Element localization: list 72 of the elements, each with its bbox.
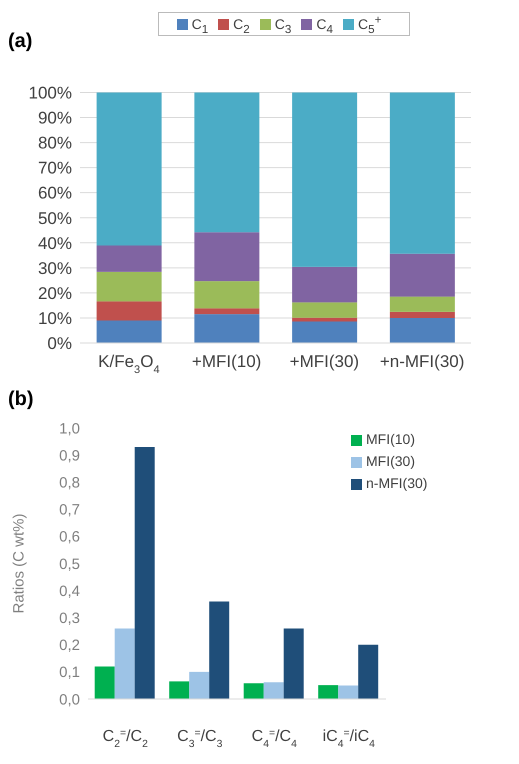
y-tick-label: 30% xyxy=(38,258,72,278)
x-tick-label: +MFI(10) xyxy=(192,352,262,371)
bar xyxy=(96,92,162,246)
y-tick-label: 0% xyxy=(47,334,72,354)
y-tick-label: 0,4 xyxy=(59,582,80,600)
legend-label: n-MFI(30) xyxy=(366,475,428,491)
bar xyxy=(292,266,358,302)
bar xyxy=(96,301,162,320)
bar xyxy=(194,232,260,282)
y-tick-label: 10% xyxy=(38,308,72,328)
y-axis-title: Ratios (C wt%) xyxy=(10,513,28,614)
bar xyxy=(194,314,260,343)
y-tick-label: 20% xyxy=(38,284,72,303)
bar xyxy=(292,321,358,343)
x-tick-label: +n-MFI(30) xyxy=(380,352,464,371)
x-tick-label: +MFI(30) xyxy=(290,352,360,371)
bar xyxy=(194,92,260,232)
bar xyxy=(134,446,155,699)
legend-label: C$_{1}$ xyxy=(192,16,208,36)
bar xyxy=(318,685,338,699)
bar xyxy=(94,666,115,699)
bar xyxy=(114,628,135,699)
legend-label: C$_{4}$ xyxy=(316,16,333,36)
bar xyxy=(390,92,455,254)
legend-label: MFI(30) xyxy=(366,453,415,469)
chart-title: (b) xyxy=(8,388,34,410)
bar xyxy=(358,644,378,699)
x-tick-label: C$_{3}$$^{=}$/C$_{3}$ xyxy=(177,728,223,750)
bar xyxy=(338,685,358,699)
y-tick-label: 0,9 xyxy=(59,447,80,464)
legend-label: MFI(10) xyxy=(366,431,415,447)
bar xyxy=(390,254,455,297)
bar xyxy=(284,628,304,699)
bar xyxy=(390,296,455,312)
chart-title: (a) xyxy=(8,30,32,52)
bar xyxy=(194,281,260,308)
y-tick-label: 0,3 xyxy=(59,610,80,628)
bar xyxy=(194,308,260,314)
bar xyxy=(244,683,264,699)
x-tick-label: iC$_{4}$$^{=}$/iC$_{4}$ xyxy=(322,728,376,750)
x-tick-label: C$_{4}$$^{=}$/C$_{4}$ xyxy=(252,728,298,750)
legend-label: C$_{3}$ xyxy=(274,16,292,36)
y-tick-label: 0,8 xyxy=(59,474,80,492)
bar xyxy=(292,302,358,318)
bar xyxy=(169,681,190,699)
y-tick-label: 0,7 xyxy=(59,502,80,519)
bar xyxy=(292,92,358,267)
bar xyxy=(292,318,358,322)
bar xyxy=(96,320,162,343)
bar xyxy=(189,672,210,699)
bar xyxy=(264,682,284,699)
y-tick-label: 90% xyxy=(38,108,72,128)
y-tick-label: 0,2 xyxy=(59,637,80,654)
bar xyxy=(96,272,162,302)
legend-label: C$_{2}$ xyxy=(233,16,250,36)
bar xyxy=(390,312,455,318)
y-tick-label: 40% xyxy=(38,234,72,253)
y-tick-label: 50% xyxy=(38,208,72,228)
x-tick-label: C$_{2}$$^{=}$/C$_{2}$ xyxy=(102,728,148,750)
y-tick-label: 80% xyxy=(38,134,72,153)
y-tick-label: 0,5 xyxy=(59,556,80,573)
y-tick-label: 70% xyxy=(38,158,72,178)
bar xyxy=(96,246,162,272)
x-tick-label: K/Fe$_{3}$O$_{4}$ xyxy=(98,352,160,376)
y-tick-label: 0,0 xyxy=(59,691,80,708)
y-tick-label: 0,1 xyxy=(59,664,80,682)
y-tick-label: 0,6 xyxy=(59,528,80,546)
y-tick-label: 100% xyxy=(28,83,72,102)
y-tick-label: 1,0 xyxy=(59,420,80,438)
y-tick-label: 60% xyxy=(38,184,72,203)
bar xyxy=(390,318,455,343)
bar xyxy=(209,601,230,699)
